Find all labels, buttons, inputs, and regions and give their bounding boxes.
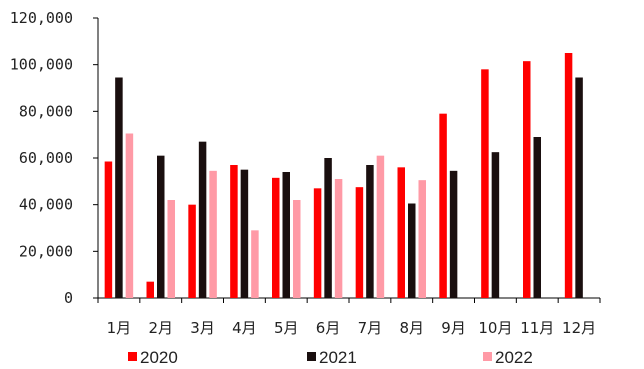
legend-label-2022: 2022: [495, 348, 533, 367]
bar-2021-7: [366, 165, 374, 298]
x-tick-label: 11月: [520, 319, 554, 337]
legend-swatch-2020: [128, 352, 137, 361]
bar-2021-2: [157, 155, 165, 298]
bar-2021-6: [324, 158, 332, 298]
bar-2021-12: [575, 77, 583, 298]
bar-2020-1: [104, 161, 113, 298]
x-tick-label: 6月: [316, 319, 341, 337]
bar-2022-6: [334, 179, 343, 298]
bar-2020-7: [355, 187, 364, 298]
bar-2022-4: [251, 230, 259, 298]
y-tick-label: 20,000: [19, 242, 73, 260]
bar-2020-10: [481, 69, 489, 298]
legend: 2020 2021 2022: [128, 348, 533, 367]
bar-2020-2: [146, 281, 154, 298]
x-tick-label: 7月: [358, 319, 383, 337]
y-tick-label: 40,000: [19, 196, 73, 214]
y-tick-label: 100,000: [10, 56, 73, 74]
x-tick-label: 4月: [232, 319, 257, 337]
bar-2021-10: [491, 152, 500, 298]
x-tick-label: 5月: [274, 319, 299, 337]
x-axis: 1月 2月 3月 4月 5月 6月 7月 8月 9月 10月 11月 12月: [97, 297, 601, 337]
bar-2021-9: [449, 170, 458, 298]
x-tick-label: 3月: [190, 319, 215, 337]
bar-2022-7: [376, 155, 385, 298]
bar-2021-5: [282, 172, 290, 298]
y-tick-label: 80,000: [19, 102, 73, 120]
bar-2022-8: [418, 180, 426, 298]
y-tick-label: 120,000: [10, 9, 73, 27]
legend-label-2021: 2021: [319, 348, 357, 367]
y-tick-label: 0: [64, 289, 73, 307]
bar-2020-11: [523, 61, 531, 298]
y-axis: 0 20,000 40,000 60,000 80,000 100,000 120,000: [10, 9, 99, 307]
bar-2021-4: [240, 169, 249, 298]
bar-2022-5: [293, 200, 301, 298]
bar-2020-3: [188, 204, 196, 298]
legend-swatch-2022: [483, 352, 492, 361]
x-tick-label: 12月: [562, 319, 596, 337]
bar-2022-1: [125, 133, 134, 298]
bar-2020-9: [439, 113, 447, 299]
bar-2022-3: [209, 170, 217, 298]
x-tick-label: 2月: [148, 319, 173, 337]
bar-2021-11: [533, 137, 541, 298]
bar-2020-4: [230, 165, 238, 298]
legend-label-2020: 2020: [140, 348, 178, 367]
y-tick-label: 60,000: [19, 149, 73, 167]
bar-2021-1: [115, 77, 123, 298]
bar-2020-6: [313, 188, 322, 298]
x-tick-label: 10月: [478, 319, 512, 337]
bar-2022-2: [167, 200, 175, 298]
x-tick-label: 1月: [107, 319, 132, 337]
bar-2020-12: [564, 53, 573, 298]
legend-swatch-2021: [307, 352, 316, 361]
bar-2020-5: [272, 177, 280, 298]
bar-2021-3: [198, 141, 207, 298]
bars: [104, 53, 583, 299]
x-tick-label: 9月: [441, 319, 466, 337]
bar-2020-8: [397, 167, 405, 298]
x-tick-label: 8月: [399, 319, 424, 337]
bar-2021-8: [408, 203, 416, 298]
